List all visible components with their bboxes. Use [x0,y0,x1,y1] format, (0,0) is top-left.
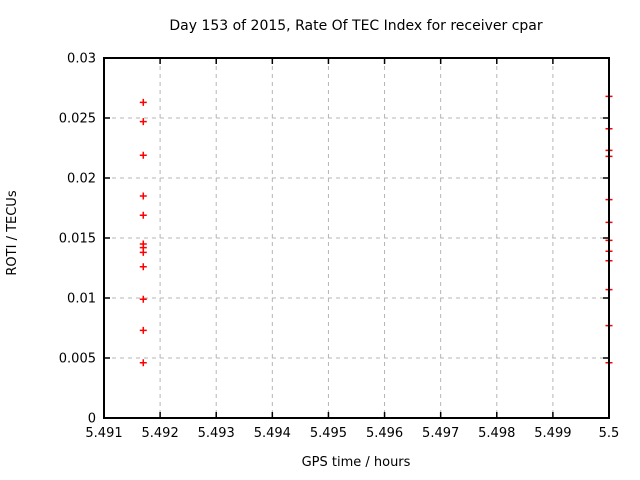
x-tick-labels: 5.491 5.492 5.493 5.494 5.495 5.496 5.497 5.498… [85,426,619,441]
y-tick-label: 0.01 [67,292,96,307]
axis-ticks [103,57,610,419]
y-tick-labels: 0 0.005 0.01 0.015 0.02 0.025 0.03 [59,52,96,427]
data-point [139,211,147,219]
data-point [139,192,147,200]
x-tick-label: 5.495 [310,426,347,441]
x-tick-label: 5.491 [85,426,122,441]
data-point [139,359,147,367]
x-tick-label: 5.496 [366,426,403,441]
y-tick-label: 0.03 [67,52,96,67]
data-point [139,98,147,106]
y-tick-label: 0.02 [67,172,96,187]
data-point [139,295,147,303]
x-tick-label: 5.493 [198,426,235,441]
x-axis-title: GPS time / hours [302,455,411,470]
data-point [139,263,147,271]
chart-title: Day 153 of 2015, Rate Of TEC Index for r… [169,18,543,34]
x-tick-label: 5.5 [599,426,620,441]
x-tick-label: 5.494 [254,426,291,441]
x-tick-label: 5.498 [478,426,515,441]
data-points [139,92,613,367]
data-point [139,248,147,256]
y-tick-label: 0.015 [59,232,96,247]
x-tick-label: 5.499 [534,426,571,441]
data-point [139,151,147,159]
data-point [139,118,147,126]
x-tick-label: 5.497 [422,426,459,441]
x-tick-label: 5.492 [142,426,179,441]
grid-lines [104,58,609,418]
y-tick-label: 0 [88,412,96,427]
y-axis-title: ROTI / TECUs [5,190,20,275]
y-tick-label: 0.025 [59,112,96,127]
y-tick-label: 0.005 [59,352,96,367]
data-point [139,326,147,334]
